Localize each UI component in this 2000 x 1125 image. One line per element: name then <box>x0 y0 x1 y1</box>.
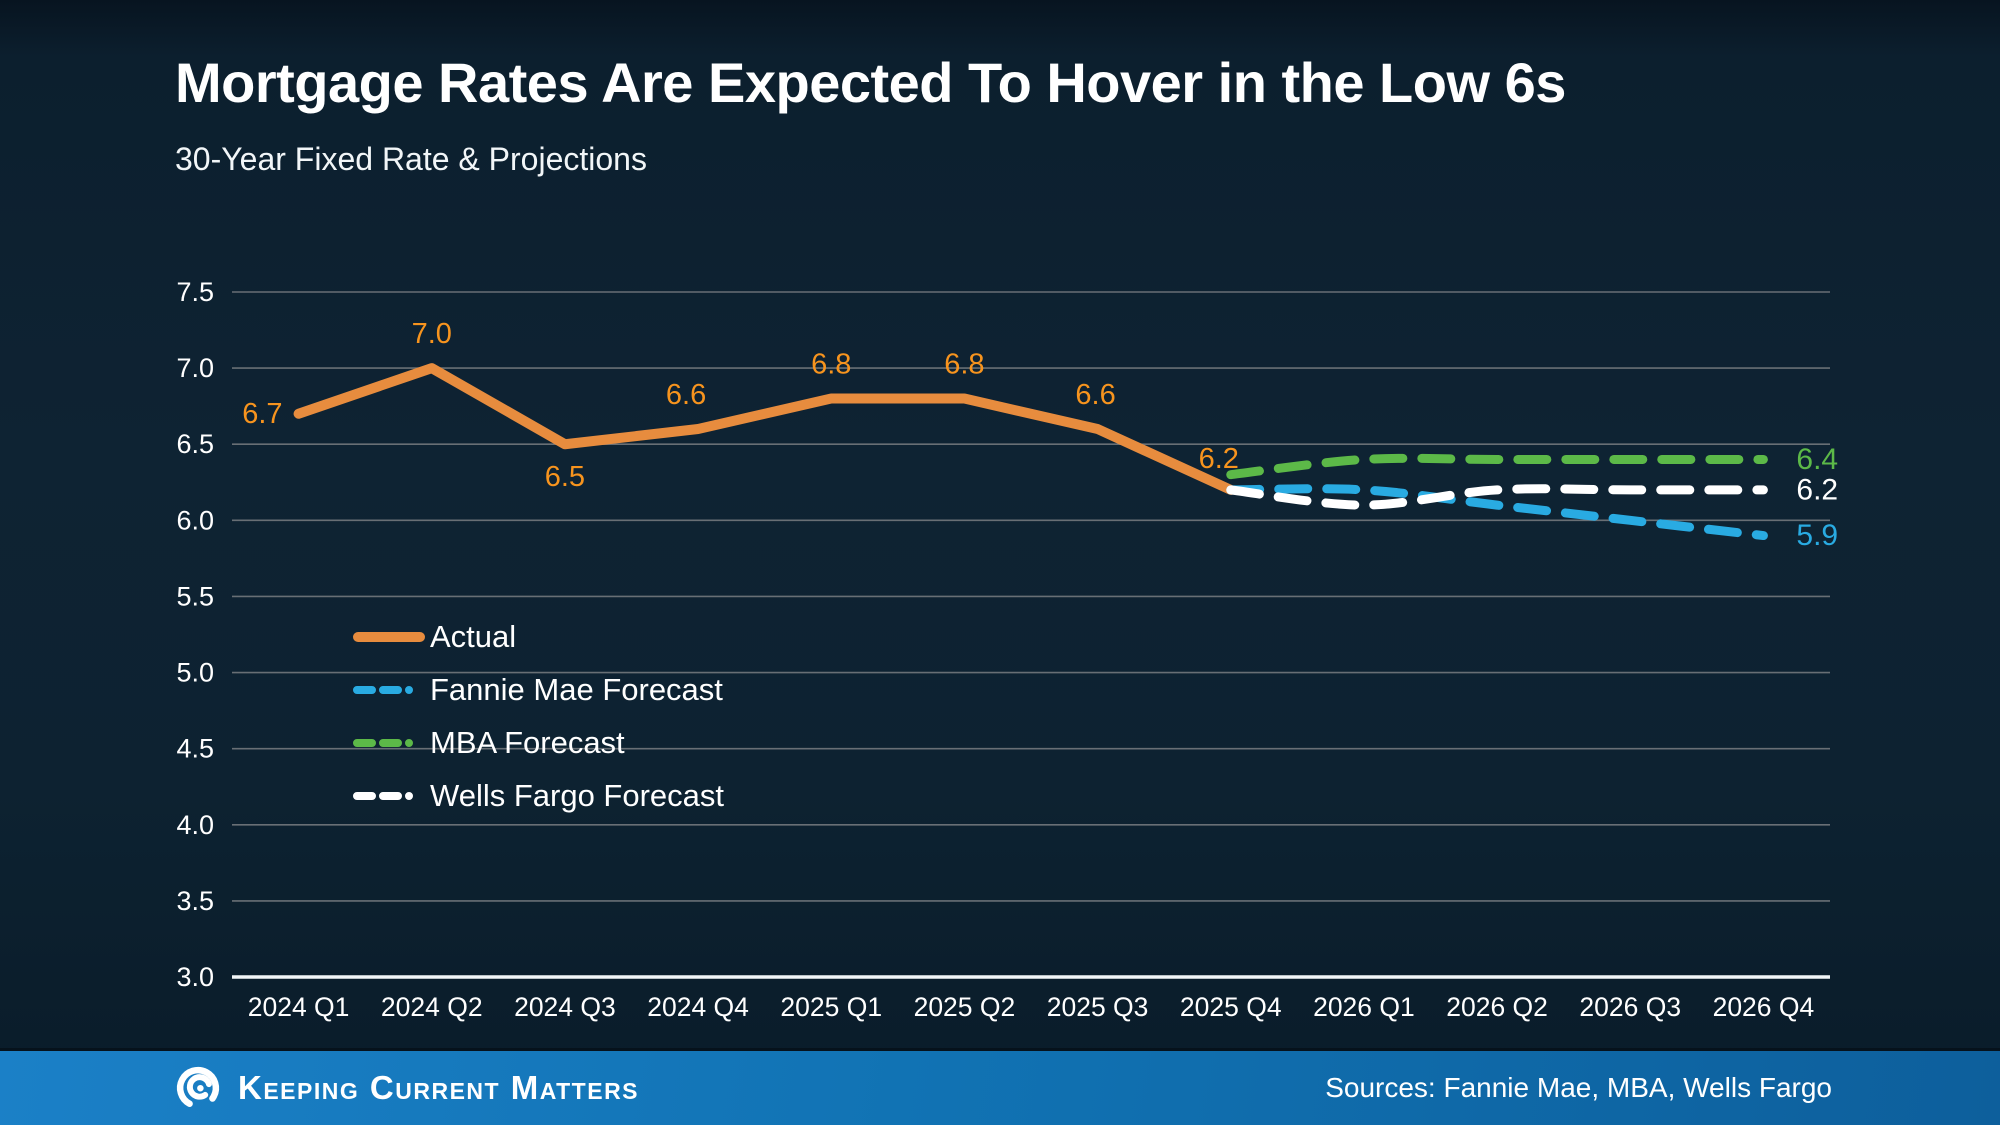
brand: Keeping Current Matters <box>172 1062 639 1114</box>
chart-legend: Actual Fannie Mae Forecast MBA Forecast … <box>352 610 724 822</box>
data-label-actual: 6.6 <box>1075 379 1115 411</box>
mba-line-swatch <box>353 738 425 747</box>
y-tick-label: 6.0 <box>176 505 214 535</box>
x-tick-label: 2024 Q1 <box>248 992 350 1022</box>
x-tick-label: 2025 Q2 <box>914 992 1016 1022</box>
brand-name: Keeping Current Matters <box>238 1069 640 1106</box>
data-label-actual: 6.5 <box>545 461 585 493</box>
wells-fargo-line-swatch <box>353 791 425 800</box>
series-line-wells-fargo-forecast <box>1226 484 1768 510</box>
legend-item-actual: Actual <box>352 610 724 663</box>
page-title: Mortgage Rates Are Expected To Hover in … <box>175 51 1566 114</box>
legend-label-mba: MBA Forecast <box>430 724 625 760</box>
x-tick-label: 2024 Q3 <box>514 992 616 1022</box>
y-tick-label: 7.0 <box>176 353 214 383</box>
data-label-actual: 6.8 <box>811 349 851 381</box>
y-tick-label: 7.5 <box>176 277 214 307</box>
data-label-actual: 6.8 <box>944 349 984 381</box>
data-label-actual: 6.2 <box>1199 443 1239 475</box>
footer-bar: Keeping Current Matters Sources: Fannie … <box>0 1048 2000 1125</box>
legend-label-fannie-mae: Fannie Mae Forecast <box>430 671 723 707</box>
legend-item-fannie-mae: Fannie Mae Forecast <box>352 663 724 716</box>
y-tick-label: 4.5 <box>176 734 214 764</box>
y-tick-label: 3.0 <box>176 962 214 992</box>
x-tick-label: 2026 Q2 <box>1446 992 1548 1022</box>
y-tick-label: 5.0 <box>176 658 214 688</box>
actual-line-swatch <box>353 631 425 642</box>
y-tick-label: 4.0 <box>176 810 214 840</box>
y-tick-label: 5.5 <box>176 581 214 611</box>
x-tick-label: 2024 Q4 <box>647 992 749 1022</box>
x-tick-label: 2025 Q4 <box>1180 992 1282 1022</box>
series-line-actual <box>293 363 1236 495</box>
data-label-actual: 7.0 <box>412 318 452 350</box>
y-tick-label: 6.5 <box>176 429 214 459</box>
end-label-fannie-mae-forecast: 5.9 <box>1796 519 1838 552</box>
x-tick-label: 2026 Q3 <box>1579 992 1681 1022</box>
legend-item-mba: MBA Forecast <box>352 716 724 769</box>
x-tick-label: 2024 Q2 <box>381 992 483 1022</box>
data-label-actual: 6.7 <box>242 398 282 430</box>
data-label-actual: 6.6 <box>666 379 706 411</box>
legend-label-actual: Actual <box>430 618 517 654</box>
y-tick-label: 3.5 <box>176 886 214 916</box>
fannie-mae-line-swatch <box>353 685 425 694</box>
sources-note: Sources: Fannie Mae, MBA, Wells Fargo <box>1325 1072 1832 1103</box>
legend-item-wells-fargo: Wells Fargo Forecast <box>352 769 724 822</box>
page-subtitle: 30-Year Fixed Rate & Projections <box>175 140 647 177</box>
x-tick-label: 2026 Q1 <box>1313 992 1415 1022</box>
end-label-mba-forecast: 6.4 <box>1796 443 1838 476</box>
end-label-wells-fargo-forecast: 6.2 <box>1796 473 1838 506</box>
kcm-logo-icon <box>176 1066 220 1110</box>
series-line-mba-forecast <box>1226 453 1768 480</box>
series-line-fannie-mae-forecast <box>1226 484 1768 541</box>
x-tick-label: 2026 Q4 <box>1713 992 1815 1022</box>
legend-label-wells-fargo: Wells Fargo Forecast <box>430 777 725 813</box>
header: Mortgage Rates Are Expected To Hover in … <box>175 52 1566 177</box>
x-tick-label: 2025 Q3 <box>1047 992 1149 1022</box>
x-tick-label: 2025 Q1 <box>780 992 882 1022</box>
